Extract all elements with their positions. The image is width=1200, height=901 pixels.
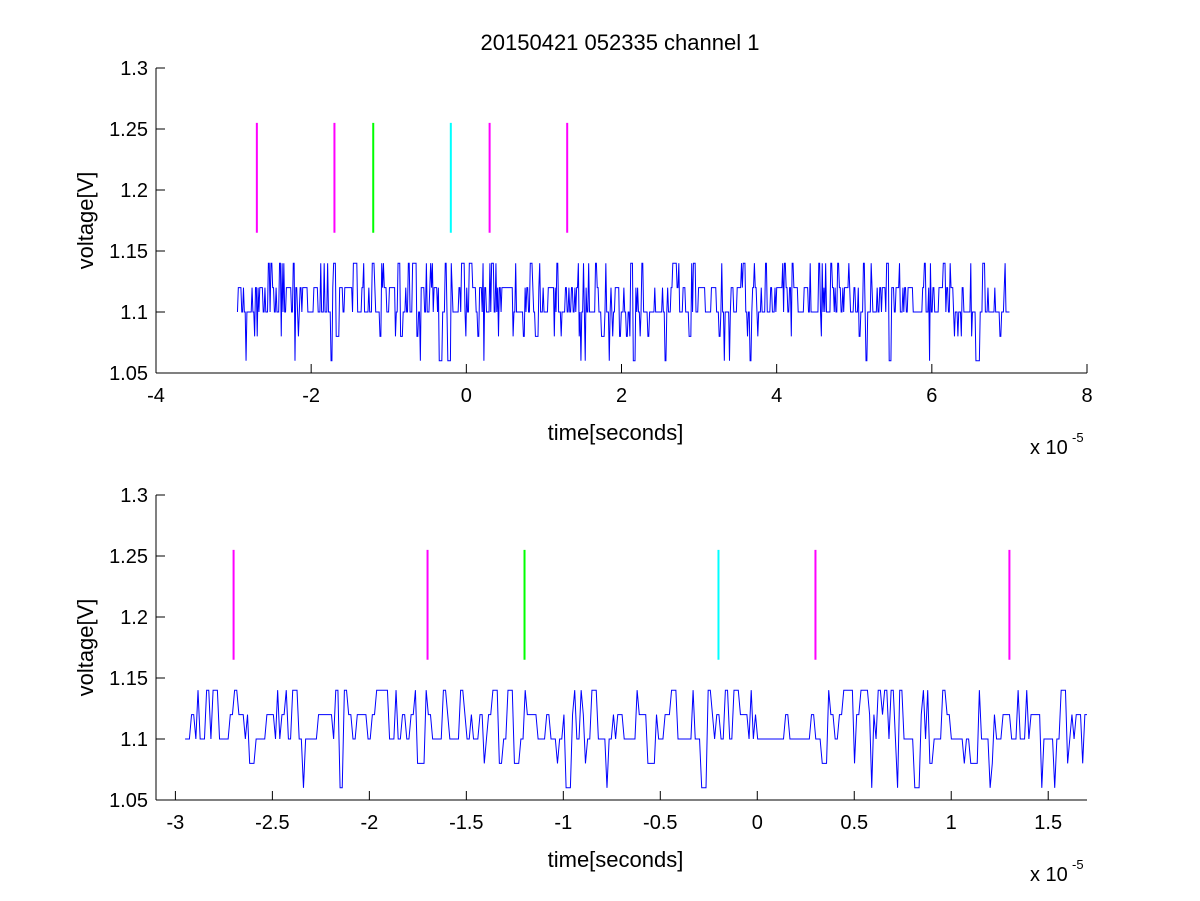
figure-title: 20150421 052335 channel 1 bbox=[481, 30, 760, 55]
x-tick-label: 0 bbox=[752, 812, 763, 834]
y-tick-label: 1.1 bbox=[120, 729, 148, 751]
x-tick-label: 1.5 bbox=[1034, 812, 1062, 834]
y-tick-label: 1.1 bbox=[120, 302, 148, 324]
x-axis-label: time[seconds] bbox=[548, 420, 684, 445]
x-tick-label: -2 bbox=[302, 385, 320, 407]
x-tick-label: 0 bbox=[461, 385, 472, 407]
y-tick-label: 1.15 bbox=[109, 241, 148, 263]
x-tick-label: -4 bbox=[147, 385, 165, 407]
y-tick-label: 1.25 bbox=[109, 546, 148, 568]
x-tick-label: 0.5 bbox=[840, 812, 868, 834]
x-tick-label: -3 bbox=[166, 812, 184, 834]
y-tick-label: 1.3 bbox=[120, 485, 148, 507]
x-multiplier-label: x 10 bbox=[1030, 437, 1068, 459]
y-axis-label: voltage[V] bbox=[73, 599, 98, 697]
x-multiplier-exponent: -5 bbox=[1072, 430, 1084, 445]
y-axis-label: voltage[V] bbox=[73, 172, 98, 270]
y-tick-label: 1.15 bbox=[109, 668, 148, 690]
x-multiplier-label: x 10 bbox=[1030, 864, 1068, 886]
x-tick-label: -2 bbox=[360, 812, 378, 834]
signal-trace bbox=[185, 689, 1087, 789]
x-tick-label: -2.5 bbox=[255, 812, 289, 834]
top-plot: 1.05 1.1 1.15 1.2 1.25 1.3 -4 -2 0 2 4 6 8 time[secon… bbox=[73, 58, 1093, 459]
x-tick-label: 4 bbox=[771, 385, 782, 407]
x-tick-label: -0.5 bbox=[643, 812, 677, 834]
x-tick-label: -1.5 bbox=[449, 812, 483, 834]
x-tick-label: 8 bbox=[1081, 385, 1092, 407]
y-tick-label: 1.2 bbox=[120, 180, 148, 202]
x-tick-label: 2 bbox=[616, 385, 627, 407]
y-tick-label: 1.05 bbox=[109, 363, 148, 385]
bottom-plot: 1.05 1.1 1.15 1.2 1.25 1.3 -3 -2.5 -2 -1.5 -1 -0.5 0… bbox=[73, 485, 1087, 886]
y-tick-label: 1.2 bbox=[120, 607, 148, 629]
y-tick-label: 1.05 bbox=[109, 790, 148, 812]
y-tick-label: 1.3 bbox=[120, 58, 148, 80]
x-axis-label: time[seconds] bbox=[548, 847, 684, 872]
x-multiplier-exponent: -5 bbox=[1072, 857, 1084, 872]
x-tick-label: 6 bbox=[926, 385, 937, 407]
y-tick-label: 1.25 bbox=[109, 119, 148, 141]
x-tick-label: -1 bbox=[554, 812, 572, 834]
x-tick-label: 1 bbox=[946, 812, 957, 834]
signal-trace bbox=[236, 262, 1010, 362]
